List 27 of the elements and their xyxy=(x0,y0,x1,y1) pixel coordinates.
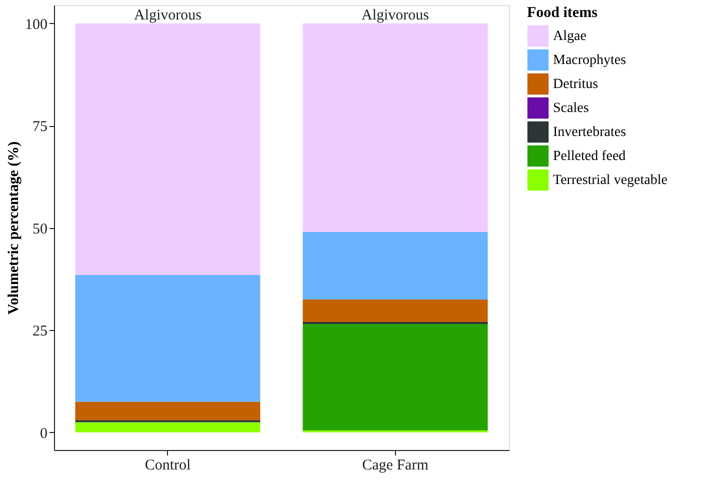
annotation: Algivorous xyxy=(134,7,202,24)
legend-label: Detritus xyxy=(553,77,598,92)
legend-label: Macrophytes xyxy=(553,53,626,68)
legend-title: Food items xyxy=(527,5,598,21)
legend-label: Terrestrial vegetable xyxy=(553,173,668,188)
bar xyxy=(302,232,488,300)
legend-label: Invertebrates xyxy=(553,125,626,140)
bar xyxy=(302,324,488,430)
y-tick-label: 75 xyxy=(32,119,48,136)
bar xyxy=(75,274,260,402)
bar xyxy=(75,422,260,432)
legend-label: Scales xyxy=(553,101,589,116)
y-tick-label: 25 xyxy=(32,324,48,340)
bar xyxy=(302,299,488,322)
legend-label: Algae xyxy=(553,29,586,44)
y-tick-label: 100 xyxy=(25,16,48,33)
y-tick-label: 50 xyxy=(32,221,48,238)
annotation: Algivorous xyxy=(362,7,430,24)
bar xyxy=(75,23,260,275)
x-tick-label: Control xyxy=(144,458,191,474)
y-axis-title: Volumetric percentage (%) xyxy=(6,141,22,315)
y-tick-label: 0 xyxy=(40,426,48,442)
bar xyxy=(302,23,488,232)
bar xyxy=(75,402,260,420)
x-tick-label: Cage Farm xyxy=(362,458,429,474)
bar xyxy=(302,322,488,324)
legend-label: Pelleted feed xyxy=(553,149,626,164)
